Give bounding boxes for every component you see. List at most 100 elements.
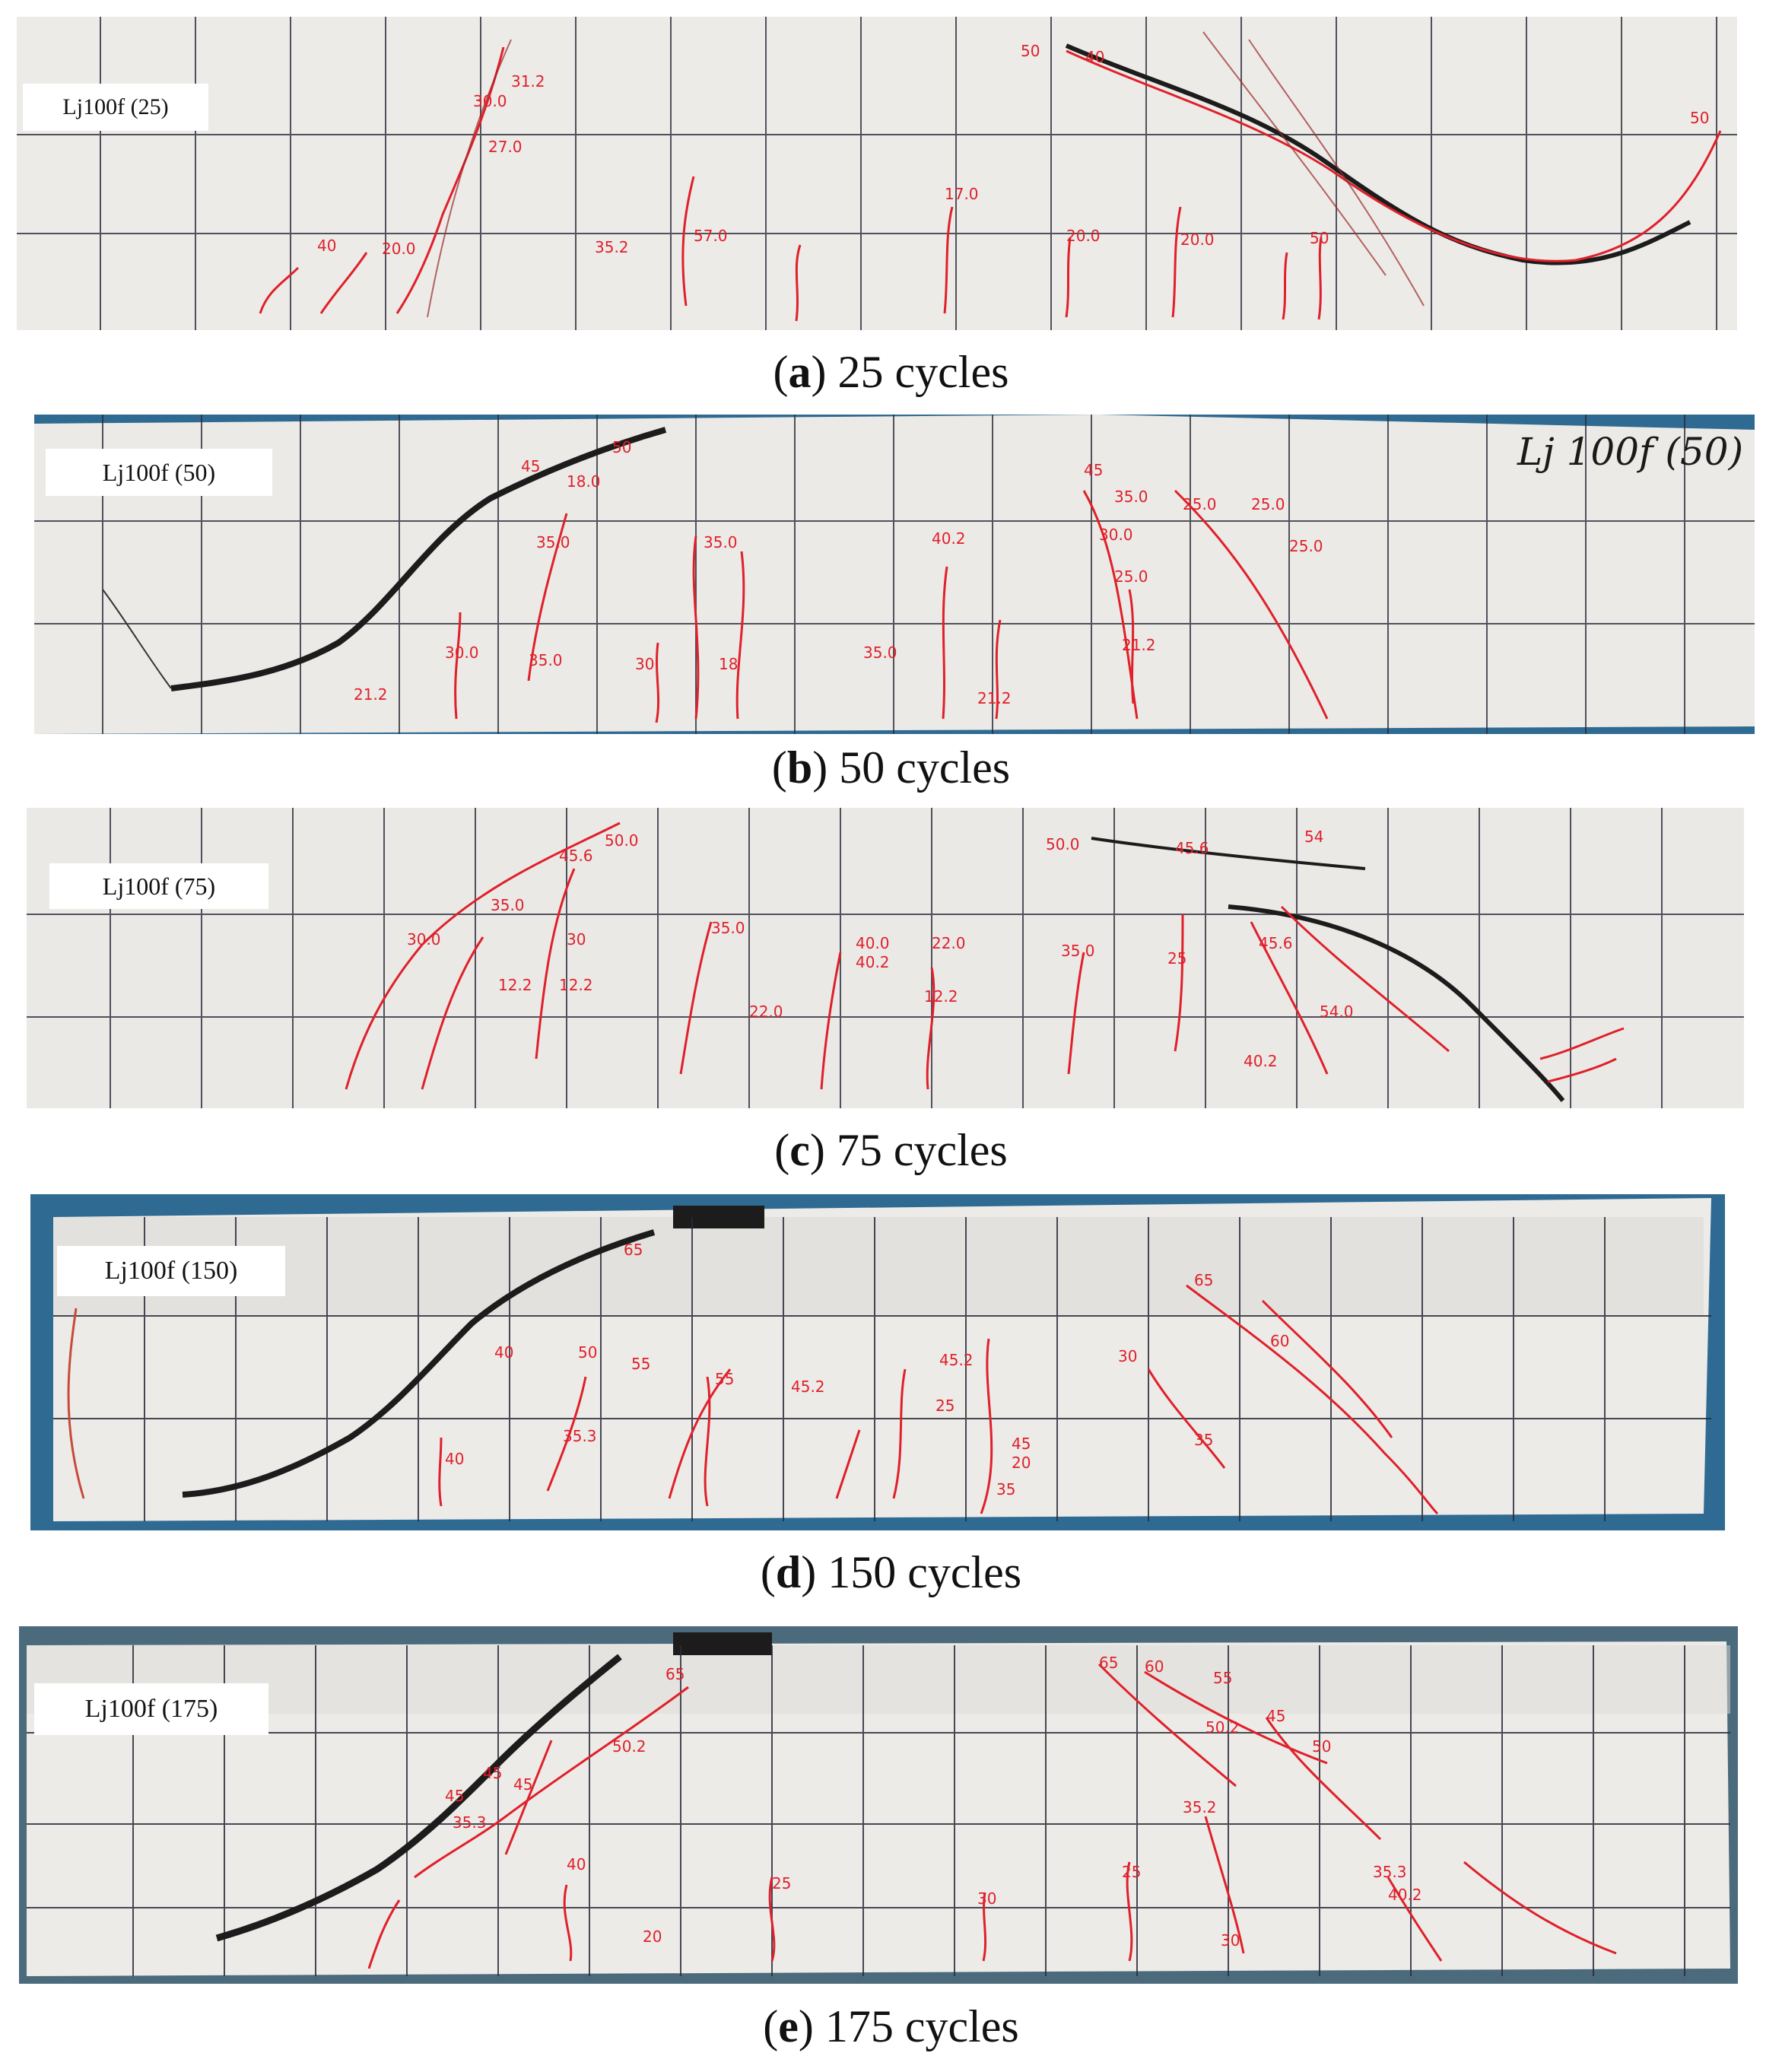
- svg-text:50: 50: [578, 1343, 597, 1362]
- panel-b: 45 18.0 50 35.0 35.0 40.2 45 35.0 25.0 30.0 25.…: [0, 0, 1782, 806]
- svg-text:54: 54: [1304, 828, 1323, 846]
- beam-image-e: 65 50.2 45 45 45 35.3 65 60 55 45 50.2 50 35.2 25…: [19, 1626, 1738, 1984]
- svg-text:12.2: 12.2: [498, 976, 532, 994]
- svg-text:25: 25: [772, 1874, 791, 1892]
- caption-c: (c) 75 cycles: [774, 1125, 1008, 1175]
- svg-text:25.0: 25.0: [1114, 567, 1148, 586]
- svg-text:35.2: 35.2: [595, 238, 629, 256]
- svg-text:35.3: 35.3: [563, 1427, 597, 1445]
- beam-photo-b: 45 18.0 50 35.0 35.0 40.2 45 35.0 25.0 30.0 25.…: [34, 415, 1755, 734]
- caption-b: (b) 50 cycles: [771, 742, 1011, 793]
- svg-text:25: 25: [1167, 949, 1186, 968]
- svg-text:18.0: 18.0: [567, 472, 601, 491]
- specimen-label-e: Lj100f (175): [34, 1683, 268, 1735]
- caption-text-a: 25 cycles: [837, 347, 1009, 397]
- svg-text:30.0: 30.0: [473, 92, 507, 110]
- svg-text:40: 40: [494, 1343, 513, 1362]
- svg-text:21.2: 21.2: [1122, 636, 1156, 654]
- panel-d: 65 40 50 55 55 45.2 45.2 25 30 65 60 35 35.3 45 20…: [30, 1194, 1725, 1597]
- svg-text:45.6: 45.6: [559, 847, 593, 865]
- svg-text:65: 65: [1099, 1654, 1118, 1672]
- svg-text:35.3: 35.3: [1373, 1863, 1407, 1881]
- svg-text:40.2: 40.2: [1244, 1052, 1278, 1070]
- svg-text:35: 35: [1194, 1431, 1213, 1449]
- beam-photo-a: 30.0 31.2 27.0 20.0 40 35.2 57.0 17.0 20.0 20…: [17, 17, 1737, 330]
- beam-photo-e: 65 50.2 45 45 45 35.3 65 60 55 45 50.2 50 35.2 25…: [19, 1626, 1738, 1984]
- svg-text:50: 50: [1312, 1737, 1331, 1756]
- svg-text:25.0: 25.0: [1183, 495, 1217, 513]
- svg-text:45: 45: [513, 1775, 532, 1794]
- specimen-label-b: Lj100f (50): [46, 449, 272, 496]
- caption-text-e: 175 cycles: [824, 2001, 1019, 2051]
- svg-text:50.2: 50.2: [612, 1737, 646, 1756]
- svg-text:65: 65: [624, 1241, 643, 1259]
- svg-text:12.2: 12.2: [924, 987, 958, 1006]
- svg-text:45.2: 45.2: [791, 1378, 825, 1396]
- svg-text:30: 30: [635, 655, 654, 673]
- svg-text:45: 45: [445, 1787, 464, 1805]
- svg-text:45: 45: [521, 457, 540, 475]
- svg-text:25.0: 25.0: [1251, 495, 1285, 513]
- svg-text:20.0: 20.0: [382, 240, 416, 258]
- panel-c: 45.6 50.0 35.0 30.0 30 12.2 12.2 35.0 40.0 40.…: [27, 808, 1744, 1175]
- beam-photo-d: 65 40 50 55 55 45.2 45.2 25 30 65 60 35 35.3 45 20…: [30, 1194, 1725, 1530]
- caption-text-c: 75 cycles: [836, 1125, 1008, 1175]
- svg-text:65: 65: [1194, 1271, 1213, 1289]
- svg-text:40.2: 40.2: [1388, 1886, 1422, 1904]
- panel-a: 30.0 31.2 27.0 20.0 40 35.2 57.0 17.0 20.0 20…: [0, 0, 1782, 397]
- svg-text:45: 45: [483, 1764, 502, 1782]
- beam-image-a: 30.031.2 27.0 20.0 40 35.2 57.0 17.0 20.0 20…: [17, 17, 1737, 330]
- caption-letter-d: d: [775, 1547, 802, 1597]
- svg-text:17.0: 17.0: [945, 185, 979, 203]
- specimen-label-d: Lj100f (150): [57, 1246, 285, 1296]
- svg-text:50.2: 50.2: [1205, 1718, 1240, 1737]
- svg-text:27.0: 27.0: [488, 138, 523, 156]
- svg-text:35.0: 35.0: [711, 919, 745, 937]
- caption-letter-b: b: [786, 742, 813, 793]
- svg-text:35.0: 35.0: [704, 533, 738, 551]
- svg-text:45: 45: [1012, 1435, 1031, 1453]
- svg-text:35: 35: [996, 1480, 1015, 1498]
- svg-text:12.2: 12.2: [559, 976, 593, 994]
- svg-text:40.0: 40.0: [856, 934, 890, 952]
- svg-text:20: 20: [1012, 1454, 1031, 1472]
- svg-text:45: 45: [1266, 1707, 1285, 1725]
- svg-text:30: 30: [1118, 1347, 1137, 1365]
- svg-text:30.0: 30.0: [407, 930, 441, 949]
- specimen-label-a: Lj100f (25): [23, 84, 208, 131]
- svg-text:40: 40: [567, 1855, 586, 1873]
- svg-text:22.0: 22.0: [932, 934, 966, 952]
- svg-text:20.0: 20.0: [1180, 230, 1215, 249]
- svg-text:50: 50: [1690, 109, 1709, 127]
- svg-text:55: 55: [631, 1355, 650, 1373]
- svg-text:65: 65: [665, 1665, 685, 1683]
- svg-text:35.0: 35.0: [491, 896, 525, 914]
- svg-text:57.0: 57.0: [694, 227, 728, 245]
- svg-text:30: 30: [567, 930, 586, 949]
- specimen-label-c: Lj100f (75): [49, 863, 268, 909]
- svg-text:45.2: 45.2: [939, 1351, 974, 1369]
- handwritten-label-b: Lj 100f (50): [1517, 430, 1744, 474]
- svg-text:25: 25: [935, 1397, 955, 1415]
- svg-text:35.0: 35.0: [1114, 488, 1148, 506]
- svg-text:40: 40: [445, 1450, 464, 1468]
- svg-text:35.0: 35.0: [529, 651, 563, 669]
- caption-text-b: 50 cycles: [839, 742, 1011, 793]
- beam-photo-c: 45.6 50.0 35.0 30.0 30 12.2 12.2 35.0 40.0 40.…: [27, 808, 1744, 1108]
- svg-text:31.2: 31.2: [511, 72, 545, 91]
- beam-image-c: 45.6 50.0 35.0 30.0 30 12.2 12.2 35.0 40.0 40.…: [27, 808, 1744, 1108]
- svg-text:35.3: 35.3: [453, 1813, 487, 1832]
- svg-text:55: 55: [1213, 1669, 1232, 1687]
- svg-text:35.0: 35.0: [536, 533, 570, 551]
- caption-e: (e) 175 cycles: [763, 2001, 1019, 2051]
- svg-text:20.0: 20.0: [1066, 227, 1101, 245]
- svg-text:30.0: 30.0: [445, 644, 479, 662]
- svg-text:50: 50: [1310, 229, 1329, 247]
- svg-text:60: 60: [1145, 1657, 1164, 1676]
- svg-text:25.0: 25.0: [1289, 537, 1323, 555]
- svg-text:50: 50: [612, 438, 631, 456]
- svg-text:30: 30: [977, 1889, 996, 1908]
- caption-a: (a) 25 cycles: [773, 347, 1009, 397]
- caption-letter-e: e: [778, 2001, 799, 2051]
